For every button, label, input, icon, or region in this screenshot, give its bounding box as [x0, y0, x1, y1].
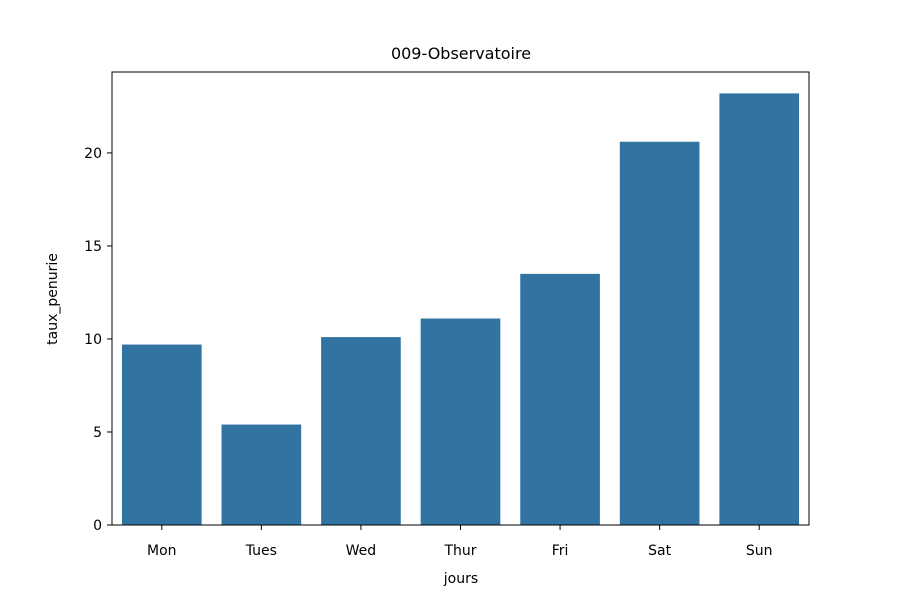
- bar-mon: [121, 344, 202, 525]
- y-tick-label: 5: [93, 425, 102, 441]
- x-tick-label: Wed: [346, 543, 377, 559]
- y-axis-ticks: 0 5 10 15 20: [84, 146, 112, 534]
- bars-group: [121, 93, 800, 525]
- x-tick-label: Sun: [746, 543, 773, 559]
- bar-thur: [420, 318, 501, 525]
- x-tick-label: Tues: [245, 543, 277, 559]
- y-axis-label: taux_penurie: [45, 253, 61, 345]
- x-tick-label: Sat: [648, 543, 671, 559]
- x-tick-label: Fri: [552, 543, 569, 559]
- bar-sun: [719, 93, 800, 525]
- plot-frame: [111, 71, 810, 526]
- bar-wed: [321, 337, 401, 525]
- x-tick-label: Thur: [443, 543, 476, 559]
- y-tick-label: 0: [93, 518, 102, 534]
- x-axis-ticks: Mon Tues Wed Thur Fri Sat Sun: [147, 525, 773, 559]
- x-tick-label: Mon: [147, 543, 177, 559]
- bar-tues: [221, 424, 302, 525]
- bar-fri: [520, 273, 600, 525]
- y-tick-label: 15: [84, 239, 102, 255]
- bar-sat: [619, 141, 700, 525]
- x-axis-label: jours: [443, 571, 478, 587]
- y-tick-label: 10: [84, 332, 102, 348]
- y-tick-label: 20: [84, 146, 102, 162]
- chart-title: 009-Observatoire: [391, 44, 531, 63]
